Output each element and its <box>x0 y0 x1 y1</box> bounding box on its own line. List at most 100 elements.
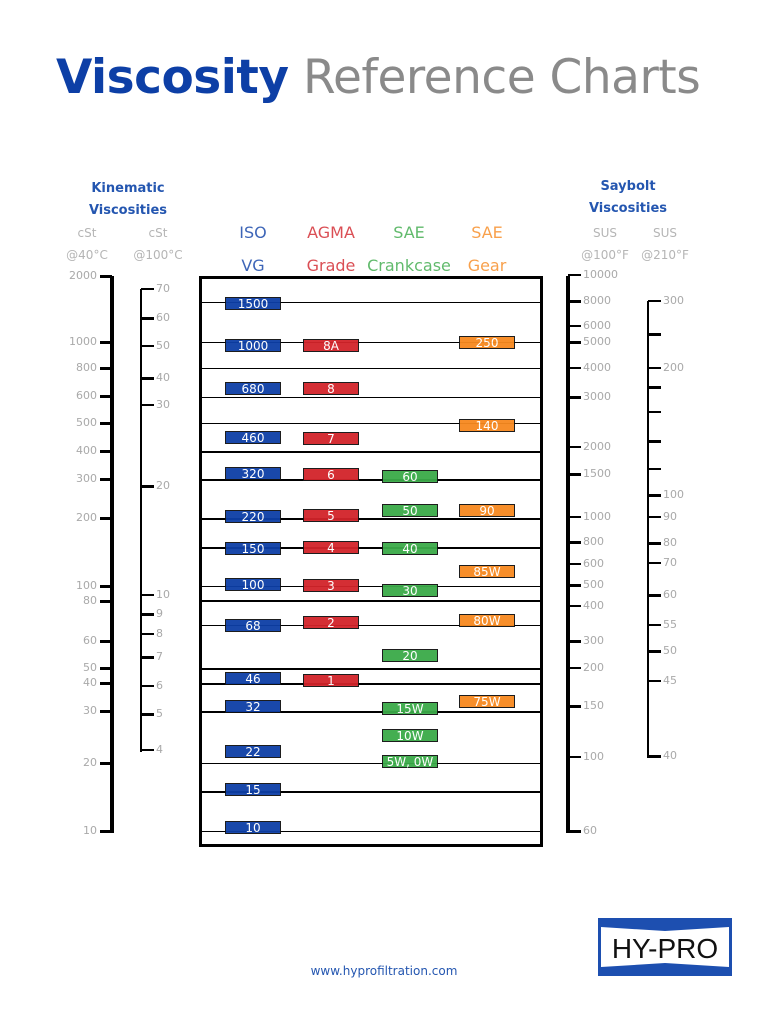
axis-tick <box>100 395 112 398</box>
axis-tick <box>648 680 661 682</box>
tick-label: 400 <box>583 599 604 612</box>
grade-box: 7 <box>303 432 359 446</box>
axis-tick <box>100 667 112 670</box>
axis-condition: @40°C <box>66 248 108 262</box>
page-title: Viscosity Reference Charts <box>56 50 701 105</box>
tick-label: 100 <box>583 750 604 763</box>
tick-label: 300 <box>583 634 604 647</box>
tick-label: 55 <box>663 618 677 631</box>
axis-tick <box>141 685 154 687</box>
grade-box: 1500 <box>225 297 281 311</box>
tick-label: 20 <box>156 479 170 492</box>
website-link[interactable]: www.hyprofiltration.com <box>310 964 458 978</box>
tick-label: 4 <box>156 743 163 756</box>
grade-box: 75W <box>459 695 515 709</box>
axis-tick <box>568 341 581 344</box>
grade-box: 8 <box>303 382 359 396</box>
logo-border-shape <box>601 921 729 973</box>
kinematic-header: Kinematic Viscosities <box>88 181 168 218</box>
column-header: SAE <box>471 223 503 242</box>
axis-tick <box>648 367 661 369</box>
grid-line <box>199 302 543 303</box>
tick-label: 5000 <box>583 335 611 348</box>
grade-box: 5W, 0W <box>382 755 438 769</box>
tick-label: 90 <box>663 510 677 523</box>
axis-tick <box>100 710 112 713</box>
axis-tick <box>568 516 581 518</box>
axis-unit: cSt <box>148 226 168 240</box>
column-header: SAE <box>393 223 425 242</box>
tick-label: 500 <box>583 578 604 591</box>
axis-line <box>566 276 570 833</box>
grid-line <box>199 791 543 793</box>
grid-line <box>199 683 543 685</box>
grid-line <box>199 518 543 520</box>
axis-tick <box>568 541 581 544</box>
axis-tick <box>568 830 581 833</box>
tick-label: 200 <box>663 361 684 374</box>
axis-tick <box>141 713 154 716</box>
axis-tick <box>648 562 661 564</box>
grade-frame <box>199 276 543 847</box>
tick-label: 7 <box>156 650 163 663</box>
grade-box: 460 <box>225 431 281 445</box>
tick-label: 45 <box>663 674 677 687</box>
tick-label: 500 <box>76 416 97 429</box>
grid-line <box>199 831 543 832</box>
logo-text: HY-PRO <box>611 933 719 964</box>
grid-line <box>199 625 543 626</box>
tick-label: 300 <box>663 294 684 307</box>
grid-line <box>199 479 543 481</box>
grid-line <box>199 423 543 424</box>
grade-box: 140 <box>459 419 515 433</box>
axis-tick <box>141 749 154 751</box>
axis-tick <box>568 667 581 669</box>
grade-box: 4 <box>303 541 359 555</box>
grid-line <box>199 368 543 369</box>
tick-label: 50 <box>83 661 97 674</box>
grid-line <box>199 451 543 453</box>
axis-tick <box>648 386 661 389</box>
grade-box: 6 <box>303 468 359 482</box>
tick-label: 30 <box>83 704 97 717</box>
column-header: AGMA <box>307 223 355 242</box>
column-subheader: Grade <box>306 256 356 275</box>
axis-unit: SUS <box>652 226 678 240</box>
axis-tick <box>141 377 154 380</box>
grade-box: 50 <box>382 504 438 518</box>
axis-tick <box>568 705 581 708</box>
axis-tick <box>648 300 661 302</box>
axis-line <box>140 289 142 752</box>
tick-label: 1000 <box>69 335 97 348</box>
axis-condition: @100°F <box>581 248 629 262</box>
axis-tick <box>100 600 112 603</box>
tick-label: 80 <box>663 536 677 549</box>
grade-box: 100 <box>225 578 281 592</box>
tick-label: 600 <box>76 389 97 402</box>
grade-box: 15W <box>382 702 438 716</box>
tick-label: 60 <box>663 588 677 601</box>
title-rest: Reference Charts <box>302 50 701 105</box>
tick-label: 6000 <box>583 319 611 332</box>
saybolt-header: Saybolt Viscosities <box>588 179 668 216</box>
column-subheader: VG <box>241 256 265 275</box>
tick-label: 2000 <box>69 269 97 282</box>
axis-tick <box>568 274 581 276</box>
axis-tick <box>100 640 112 643</box>
grid-line <box>199 763 543 764</box>
tick-label: 3000 <box>583 390 611 403</box>
tick-label: 150 <box>583 699 604 712</box>
axis-unit: cSt <box>77 226 97 240</box>
axis-tick <box>568 446 581 448</box>
tick-label: 5 <box>156 707 163 720</box>
column-subheader: Gear <box>467 256 507 275</box>
tick-label: 100 <box>76 579 97 592</box>
tick-label: 70 <box>156 282 170 295</box>
tick-label: 6 <box>156 679 163 692</box>
axis-condition: @210°F <box>641 248 689 262</box>
grade-box: 20 <box>382 649 438 663</box>
axis-tick <box>568 605 581 607</box>
tick-label: 40 <box>83 676 97 689</box>
axis-tick <box>141 288 154 290</box>
axis-tick <box>648 624 661 626</box>
